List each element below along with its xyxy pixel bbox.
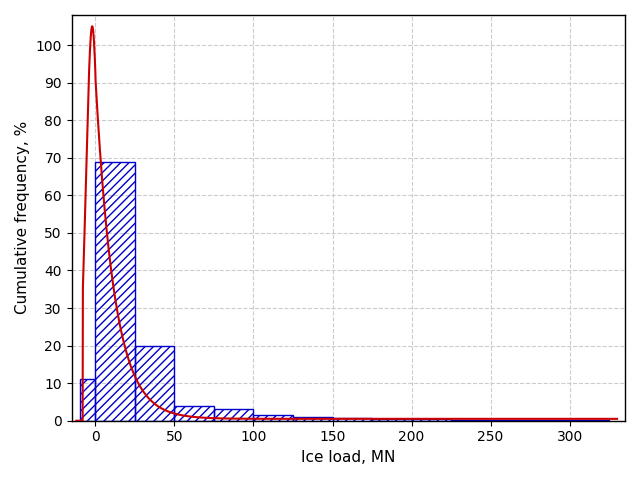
X-axis label: Ice load, MN: Ice load, MN [301,450,396,465]
Bar [333,418,372,421]
Bar [412,419,451,421]
Bar [253,415,293,421]
Bar [135,346,175,421]
Bar [79,379,95,421]
Bar [491,420,530,421]
Bar [175,406,214,421]
Bar [214,409,253,421]
Y-axis label: Cumulative frequency, %: Cumulative frequency, % [15,121,30,314]
Bar [451,420,491,421]
Bar [293,417,333,421]
Bar [372,419,412,421]
Bar [95,161,135,421]
Bar [530,420,570,421]
